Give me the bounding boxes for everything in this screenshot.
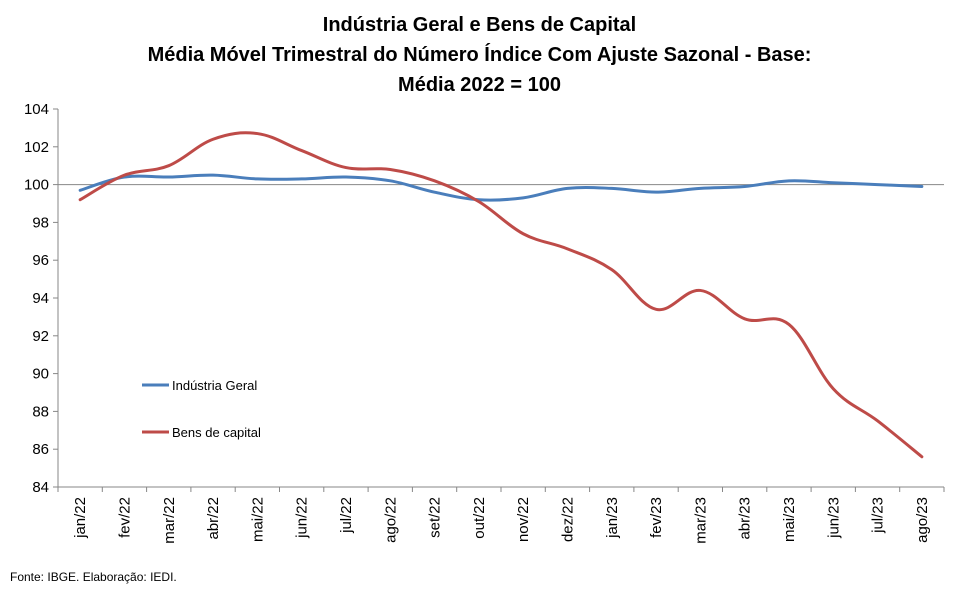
x-tick-label: mai/22 [249,497,266,542]
source-note: Fonte: IBGE. Elaboração: IEDI. [10,570,177,584]
y-tick-label: 96 [32,252,49,269]
chart-title-line-2: Média Móvel Trimestral do Número Índice … [147,44,812,66]
x-tick-label: jan/22 [72,497,89,539]
x-tick-label: jan/23 [604,497,621,539]
x-tick-label: ago/22 [382,497,399,543]
legend: Indústria Geral Bens de capital [142,378,261,440]
x-tick-label: jul/22 [338,497,355,534]
x-tick-label: jun/23 [825,497,842,539]
x-tick-label: ago/23 [914,497,931,543]
y-tick-label: 98 [32,214,49,231]
x-tick-label: out/22 [471,497,488,539]
series-line-industria-geral [78,173,924,202]
x-tick-label: abr/22 [205,497,222,540]
legend-label: Indústria Geral [172,378,257,393]
y-tick-label: 86 [32,441,49,458]
x-tick-label: mar/23 [692,497,709,544]
legend-label: Bens de capital [172,425,261,440]
y-tick-label: 92 [32,328,49,345]
axes: 84 86 88 90 92 94 96 98 100 102 104 jan/22 fev/22 mar… [24,101,945,544]
y-tick-label: 100 [24,177,49,194]
x-tick-label: mar/22 [161,497,178,544]
x-tick-label: mai/23 [781,497,798,542]
y-tick-label: 102 [24,139,49,156]
y-tick-label: 84 [32,479,49,496]
x-tick-label: set/22 [427,497,444,538]
y-tick-label: 88 [32,403,49,420]
x-tick-label: jul/23 [870,497,887,534]
y-tick-label: 90 [32,366,49,383]
x-tick-label: abr/23 [737,497,754,540]
y-tick-label: 104 [24,101,49,118]
series-group [78,131,924,459]
x-tick-label: fev/23 [648,497,665,538]
series-line-bens-de-capital [78,131,924,459]
x-tick-label: nov/22 [515,497,532,542]
chart-title-line-1: Indústria Geral e Bens de Capital [322,14,637,36]
y-tick-label: 94 [32,290,49,307]
x-tick-label: jun/22 [294,497,311,539]
chart-title-line-3: Média 2022 = 100 [398,74,561,96]
x-tick-label: dez/22 [559,497,576,542]
x-tick-label: fev/22 [116,497,133,538]
chart-title: Indústria Geral e Bens de Capital Média … [0,10,959,100]
